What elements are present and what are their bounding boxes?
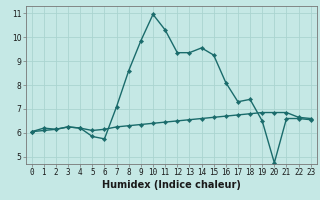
X-axis label: Humidex (Indice chaleur): Humidex (Indice chaleur) (102, 180, 241, 190)
